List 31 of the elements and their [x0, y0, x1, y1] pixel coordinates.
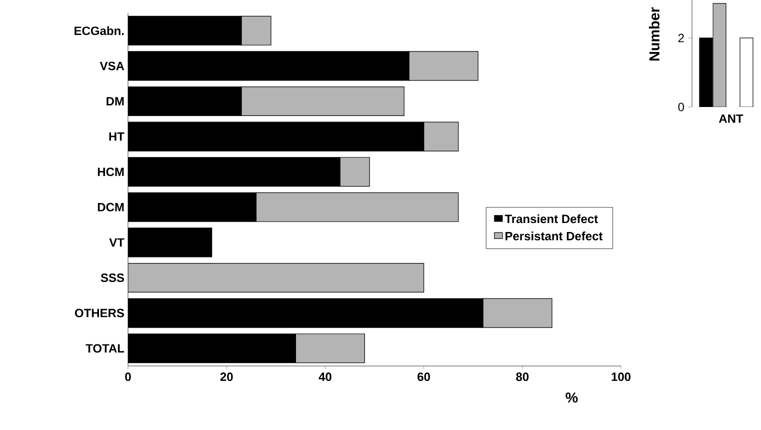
bar	[295, 334, 365, 364]
x-tick-label: 80	[516, 372, 529, 382]
bar	[241, 16, 272, 46]
y-tick-label: SSS	[100, 274, 124, 282]
y-tick-label: VT	[109, 238, 124, 247]
y-tick-label: HT	[109, 132, 124, 141]
x-tick-label: 20	[220, 372, 233, 382]
bar	[482, 298, 552, 328]
y-tick-label: 2	[678, 34, 684, 42]
x-tick-label: 40	[318, 372, 332, 382]
y-tick-label: VSA	[100, 62, 124, 70]
x-tick-label: 60	[418, 372, 430, 382]
x-tick-label: ANT	[718, 114, 744, 123]
y-tick-label: HCM	[98, 168, 124, 176]
legend-label: Persistant Defect	[506, 232, 603, 240]
bar	[424, 122, 459, 152]
bar	[241, 86, 404, 116]
y-tick-label: DCM	[98, 202, 124, 212]
y-tick-label: ECGabn.	[74, 26, 124, 36]
y-tick-label: TOTAL	[86, 344, 124, 353]
x-tick-label: 100	[612, 372, 631, 382]
legend-label: Transient Defect	[504, 214, 598, 224]
x-axis-title: %	[566, 392, 578, 403]
x-tick-label: 0	[125, 372, 131, 382]
y-tick-label: OTHERS	[74, 308, 124, 318]
bar	[408, 51, 478, 81]
bar	[256, 192, 459, 222]
bar	[340, 157, 370, 187]
bar	[128, 262, 424, 293]
y-axis-title: Number	[648, 7, 660, 60]
y-tick-label: DM	[106, 97, 124, 106]
